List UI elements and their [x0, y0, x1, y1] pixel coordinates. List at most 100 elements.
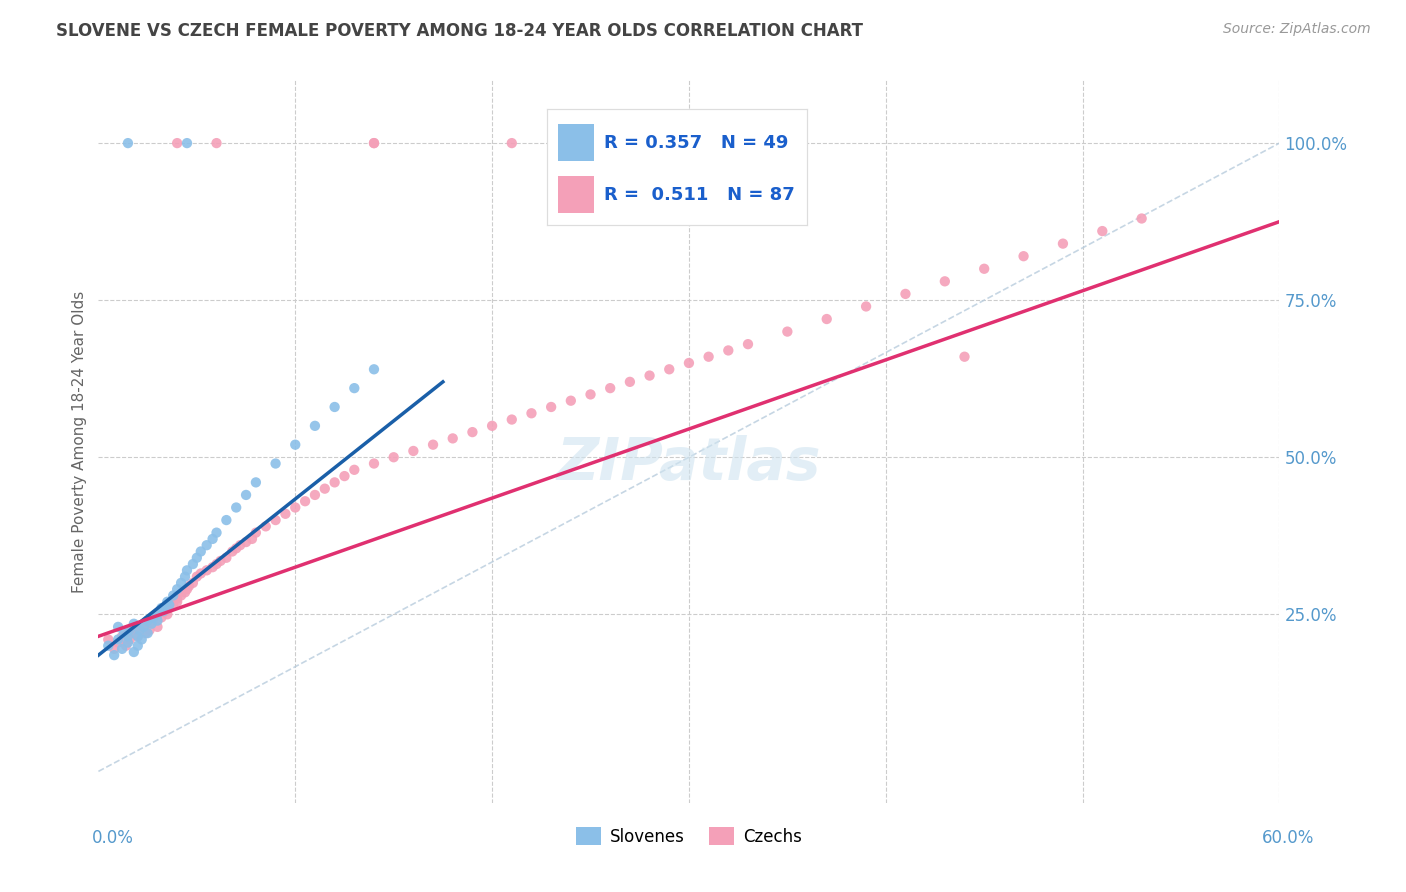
Point — [181, 557, 204, 571]
Point — [146, 614, 169, 628]
Point — [107, 620, 129, 634]
Point — [481, 418, 503, 433]
Point — [343, 381, 366, 395]
Point — [254, 519, 277, 533]
Point — [658, 362, 681, 376]
Point — [112, 626, 135, 640]
Point — [894, 286, 917, 301]
Point — [215, 550, 238, 565]
Point — [304, 418, 326, 433]
Point — [343, 463, 366, 477]
Point — [166, 595, 188, 609]
Point — [422, 438, 444, 452]
Point — [111, 629, 134, 643]
Point — [579, 387, 602, 401]
Point — [138, 623, 160, 637]
Text: ZIPatlas: ZIPatlas — [557, 434, 821, 491]
Point — [162, 589, 184, 603]
Point — [136, 614, 159, 628]
Point — [973, 261, 995, 276]
Point — [131, 620, 153, 634]
Text: Source: ZipAtlas.com: Source: ZipAtlas.com — [1223, 22, 1371, 37]
Point — [141, 616, 163, 631]
Text: 0.0%: 0.0% — [91, 829, 134, 847]
Point — [934, 274, 956, 288]
Point — [135, 626, 157, 640]
Point — [1091, 224, 1114, 238]
Point — [176, 136, 198, 150]
Point — [142, 614, 165, 628]
Point — [205, 557, 228, 571]
Point — [284, 438, 307, 452]
Point — [235, 488, 257, 502]
Point — [264, 513, 287, 527]
Point — [855, 300, 877, 314]
Point — [225, 500, 247, 515]
Point — [229, 538, 252, 552]
Point — [205, 525, 228, 540]
Point — [264, 457, 287, 471]
Point — [1130, 211, 1153, 226]
Point — [174, 585, 197, 599]
Point — [177, 579, 200, 593]
Point — [240, 532, 263, 546]
Point — [461, 425, 484, 439]
Point — [284, 500, 307, 515]
Point — [953, 350, 976, 364]
Point — [697, 350, 720, 364]
Point — [107, 635, 129, 649]
Point — [304, 488, 326, 502]
Point — [314, 482, 336, 496]
Point — [155, 604, 177, 618]
Point — [122, 645, 145, 659]
Point — [146, 607, 169, 622]
Point — [195, 563, 218, 577]
Point — [245, 525, 267, 540]
Point — [166, 591, 188, 606]
Point — [181, 575, 204, 590]
Point — [776, 325, 799, 339]
Point — [166, 136, 188, 150]
Point — [156, 595, 179, 609]
Point — [142, 610, 165, 624]
Point — [638, 368, 661, 383]
Point — [737, 337, 759, 351]
Point — [150, 610, 173, 624]
Point — [520, 406, 543, 420]
Point — [501, 136, 523, 150]
Point — [111, 641, 134, 656]
Point — [205, 136, 228, 150]
Point — [209, 554, 232, 568]
Point — [176, 582, 198, 597]
Point — [402, 444, 425, 458]
Point — [225, 541, 247, 556]
Point — [560, 393, 582, 408]
Point — [170, 575, 193, 590]
Point — [166, 582, 188, 597]
Point — [441, 431, 464, 445]
Point — [115, 639, 138, 653]
Point — [717, 343, 740, 358]
Point — [170, 589, 193, 603]
Point — [127, 629, 149, 643]
Point — [117, 629, 139, 643]
Point — [201, 532, 224, 546]
Point — [190, 544, 212, 558]
Point — [146, 620, 169, 634]
Point — [190, 566, 212, 581]
Point — [97, 632, 120, 647]
Point — [103, 641, 125, 656]
Point — [363, 362, 385, 376]
Point — [156, 607, 179, 622]
Point — [619, 375, 641, 389]
Point — [501, 412, 523, 426]
Point — [162, 598, 184, 612]
Point — [274, 507, 297, 521]
Point — [174, 569, 197, 583]
Point — [157, 601, 180, 615]
Point — [152, 604, 174, 618]
Point — [176, 563, 198, 577]
Point — [815, 312, 838, 326]
Point — [122, 616, 145, 631]
Text: 60.0%: 60.0% — [1263, 829, 1315, 847]
